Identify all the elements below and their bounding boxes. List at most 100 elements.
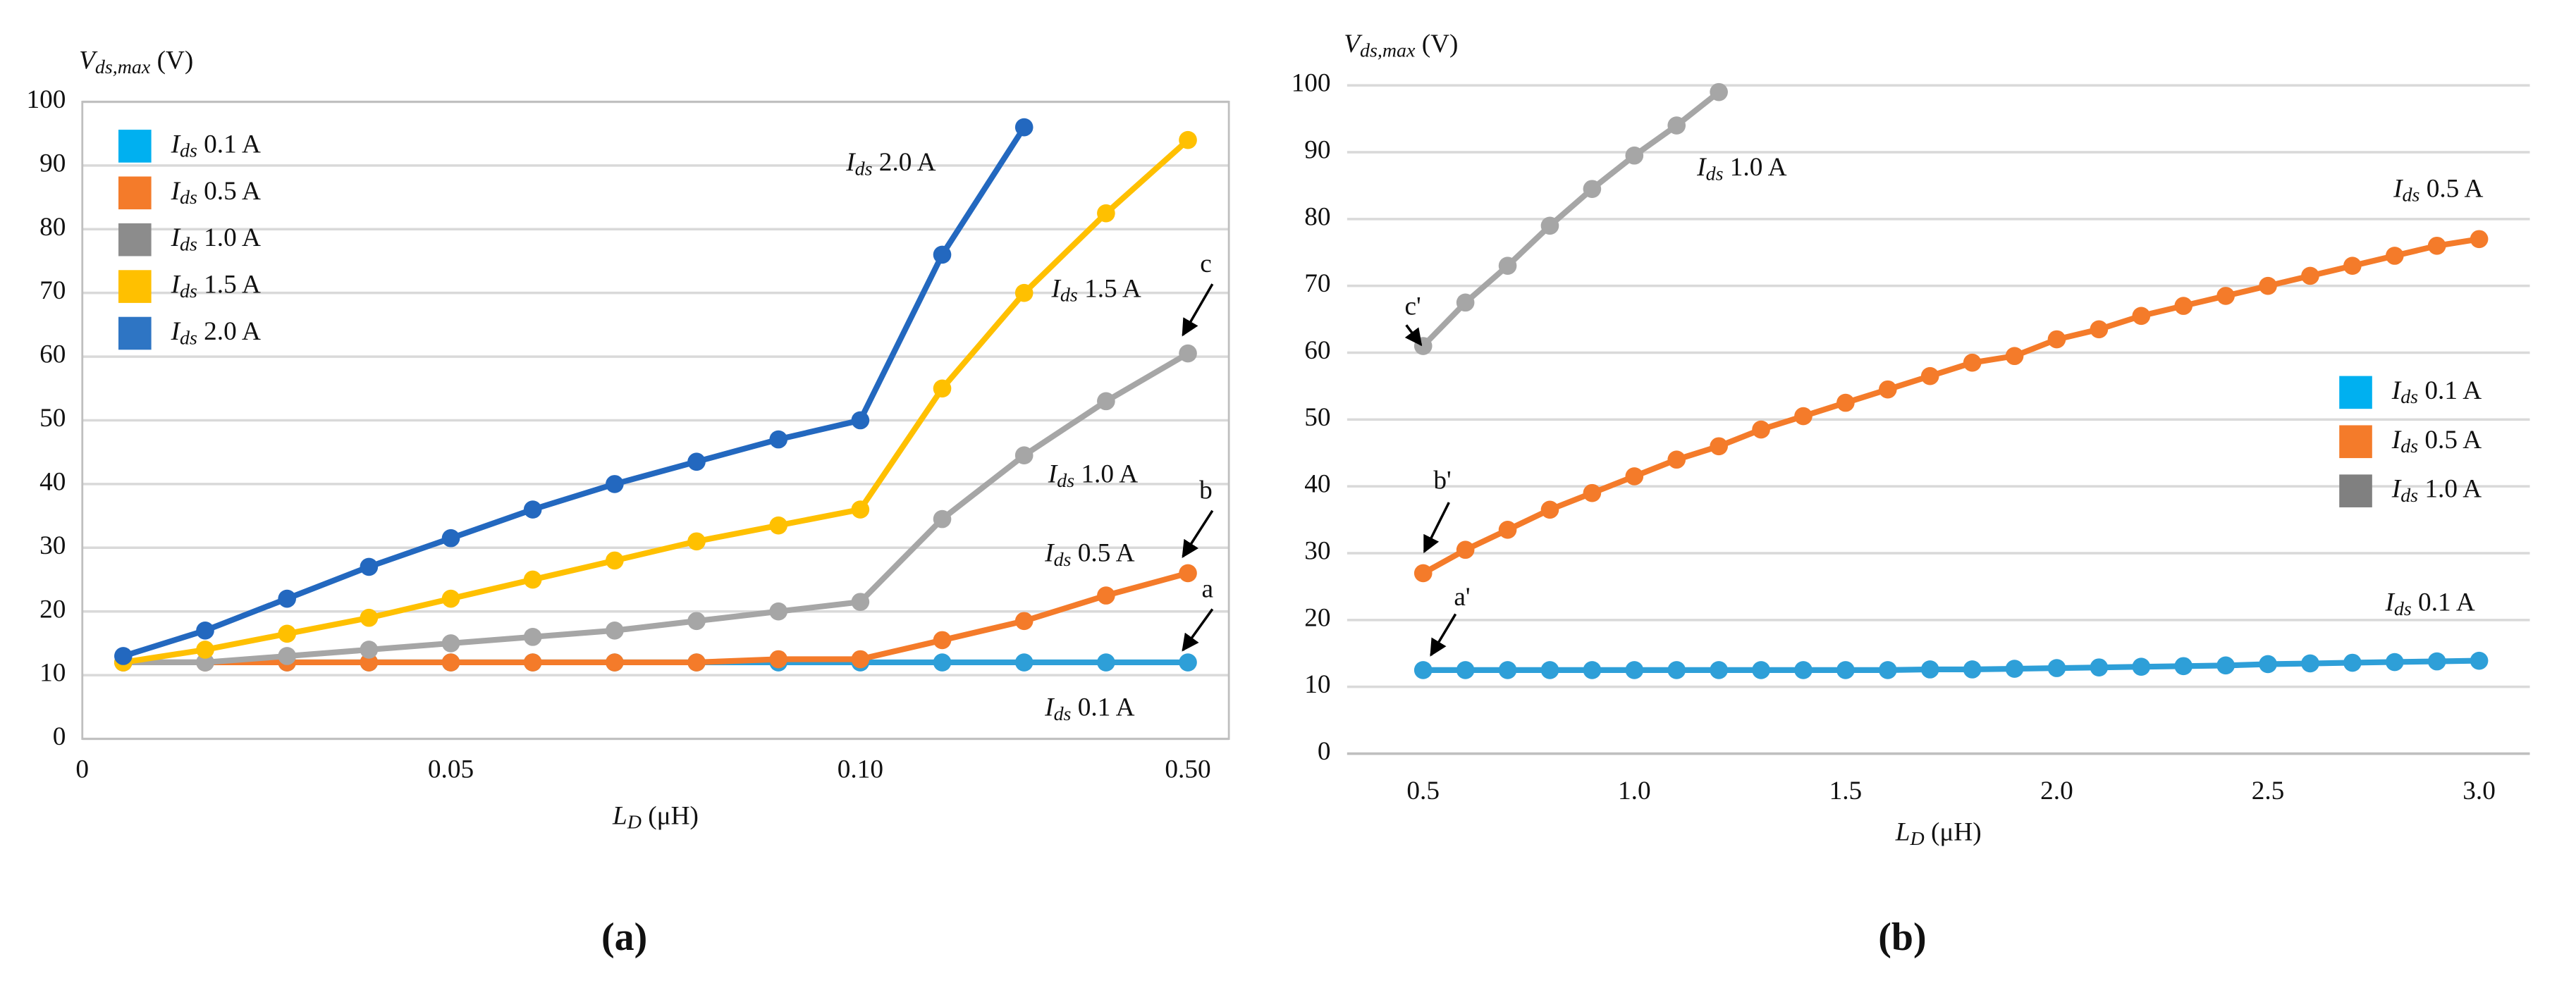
point [2301,266,2319,285]
point [2174,297,2193,315]
point [196,653,214,672]
annotation: a' [1454,583,1470,612]
arrow [1182,608,1214,652]
x-tick-label: 3.0 [2462,777,2496,805]
point [2385,653,2404,672]
point [606,622,624,640]
annotation: Ids 1.0 A [1696,153,1786,185]
point [278,647,296,665]
x-tick-label: 1.0 [1618,777,1651,805]
point [1878,380,1897,399]
point [851,650,870,669]
x-tick-label: 2.0 [2040,777,2073,805]
arrow [1182,509,1214,558]
point [1097,204,1115,223]
point [2427,652,2446,671]
series-line [1423,657,2479,673]
point [687,452,706,471]
point [523,653,542,672]
point [1014,612,1034,631]
y-tick-label: 90 [1304,136,1330,165]
x-axis-label: LD (μH) [612,801,699,834]
y-tick-label: 40 [39,467,66,496]
y-tick-label: 10 [1304,670,1330,699]
point [1179,564,1197,583]
point [1667,116,1686,135]
point [769,516,788,535]
point [196,622,214,640]
point [1836,661,1855,679]
point [1498,257,1517,276]
point [1583,180,1602,198]
point [1179,130,1197,149]
point [1963,353,1982,372]
x-tick-label: 0.10 [838,755,883,784]
annotation: Ids 2.0 A [845,148,936,180]
series-line [123,351,1190,666]
point [360,653,379,672]
point [1583,661,1602,679]
legend-swatch [118,316,152,350]
point [2259,655,2277,674]
point [1540,661,1559,679]
x-tick-label: 0.5 [1406,777,1440,805]
point [2132,657,2151,676]
point [1920,366,1939,385]
x-tick-label: 0 [75,755,89,784]
y-tick-label: 20 [1304,603,1330,632]
point [1667,450,1686,469]
point [1498,661,1517,679]
point [1498,520,1517,539]
series-line [122,125,1027,659]
point [2343,257,2362,276]
legend-swatch [118,130,152,163]
point [769,650,788,669]
point [1097,392,1115,411]
point [1456,540,1475,560]
y-tick-label: 100 [27,85,66,114]
point [933,379,952,398]
point [1179,344,1197,363]
x-axis-label: LD (μH) [1895,817,1982,850]
point [1625,146,1644,165]
panel-label: (b) [1878,915,1926,959]
point [441,589,460,608]
point [1794,407,1813,426]
annotation: Ids 0.1 A [1044,693,1134,725]
point [1794,661,1813,679]
legend-label: Ids 0.5 A [171,176,261,209]
y-tick-label: 30 [39,531,66,560]
y-axis-label: Vds,max (V) [1344,30,1458,62]
point [1179,653,1197,672]
arrow [1404,324,1423,347]
point [1014,283,1034,302]
point [360,641,379,659]
point [2047,659,2066,677]
point [933,631,952,650]
point [441,529,460,548]
point [1540,500,1559,519]
y-tick-label: 50 [1304,403,1330,432]
point [851,593,870,611]
annotation: b' [1433,466,1451,495]
point [2301,654,2319,673]
y-tick-label: 80 [39,213,66,242]
legend-swatch [118,270,152,303]
y-tick-label: 80 [1304,202,1330,231]
point [1963,660,1982,679]
point [2216,656,2235,675]
y-tick-label: 60 [1304,336,1330,365]
series-line [123,137,1190,665]
point [1097,586,1115,605]
point [933,509,952,529]
y-tick-label: 90 [39,149,66,178]
point [687,653,706,672]
y-tick-label: 100 [1292,69,1331,98]
legend-swatch [118,176,152,210]
y-tick-label: 0 [1318,737,1331,766]
series-line [123,570,1189,666]
annotation: Ids 0.5 A [2393,174,2483,206]
point [523,628,542,646]
